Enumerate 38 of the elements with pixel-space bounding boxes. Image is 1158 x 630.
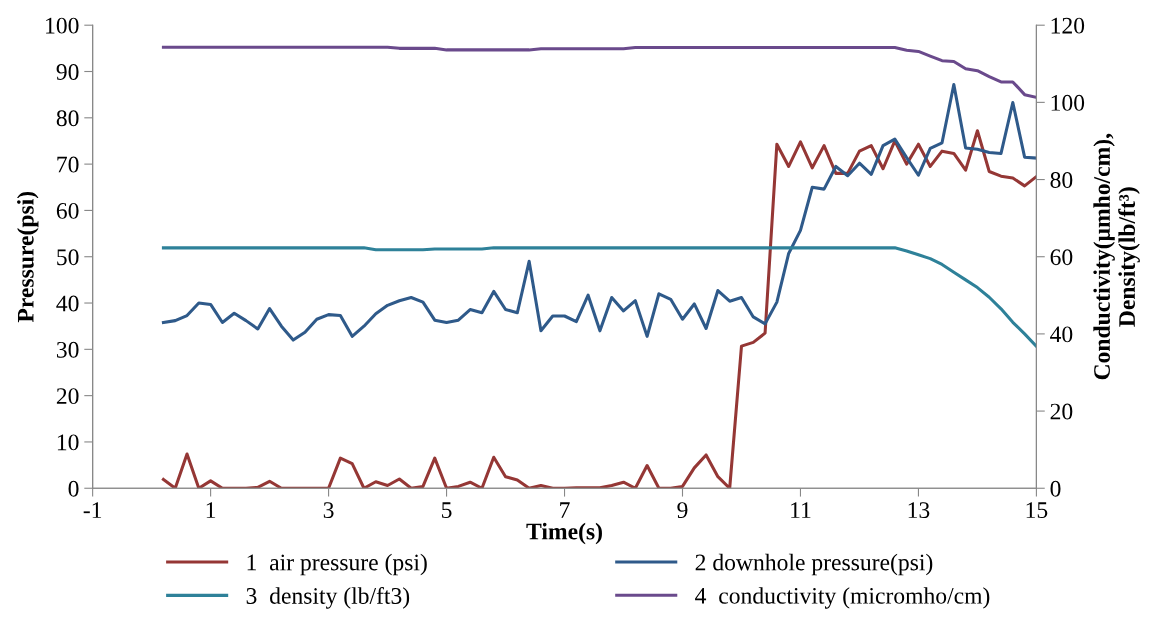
legend-label: 2 downhole pressure(psi) bbox=[695, 553, 933, 576]
line-series bbox=[161, 45, 1037, 99]
line-series bbox=[161, 129, 1037, 489]
legend-label: 3 density (lb/ft3) bbox=[246, 587, 410, 609]
x-tick-label: 15 bbox=[1026, 502, 1048, 519]
y2-tick-label: 100 bbox=[1051, 94, 1085, 111]
line-series bbox=[161, 82, 1037, 342]
y-tick-label: 0 bbox=[68, 480, 79, 497]
y2-tick-label: 60 bbox=[1050, 249, 1073, 266]
y-tick-label: 50 bbox=[57, 249, 79, 266]
y2-tick-label: 20 bbox=[1050, 403, 1073, 420]
x-tick-label: 13 bbox=[908, 502, 930, 519]
y-axis-title: Pressure(psi) bbox=[17, 191, 39, 323]
x-tick-label: 7 bbox=[560, 502, 570, 518]
y-tick-label: 60 bbox=[56, 202, 79, 219]
legend-label: 1 air pressure (psi) bbox=[247, 553, 427, 576]
legend-label: 4 conductivity (micromho/cm) bbox=[695, 587, 990, 609]
x-tick-label: 9 bbox=[677, 502, 688, 519]
y2-tick-label: 80 bbox=[1050, 172, 1073, 188]
line-series bbox=[161, 246, 1037, 348]
y-tick-label: 80 bbox=[56, 110, 79, 127]
x-tick-label: 5 bbox=[442, 502, 452, 519]
y-tick-label: 70 bbox=[57, 156, 79, 173]
y-tick-label: 30 bbox=[56, 341, 79, 358]
y-tick-label: 40 bbox=[56, 295, 79, 312]
y2-axis-title: Conductivity(μmho/cm), Density(lb/ft³) bbox=[1093, 133, 1140, 380]
y2-tick-label: 0 bbox=[1050, 480, 1061, 497]
x-axis-title: Time(s) bbox=[526, 522, 602, 545]
y-tick-label: 100 bbox=[46, 17, 79, 34]
y-tick-label: 20 bbox=[56, 388, 79, 405]
x-tick-label: -1 bbox=[83, 502, 102, 518]
x-tick-label: 1 bbox=[206, 502, 216, 518]
x-tick-label: 11 bbox=[791, 502, 811, 518]
y-tick-label: 10 bbox=[57, 434, 79, 451]
y2-tick-label: 120 bbox=[1051, 17, 1085, 34]
x-tick-label: 3 bbox=[323, 502, 334, 519]
y-tick-label: 90 bbox=[56, 64, 79, 80]
y2-tick-label: 40 bbox=[1050, 326, 1073, 343]
